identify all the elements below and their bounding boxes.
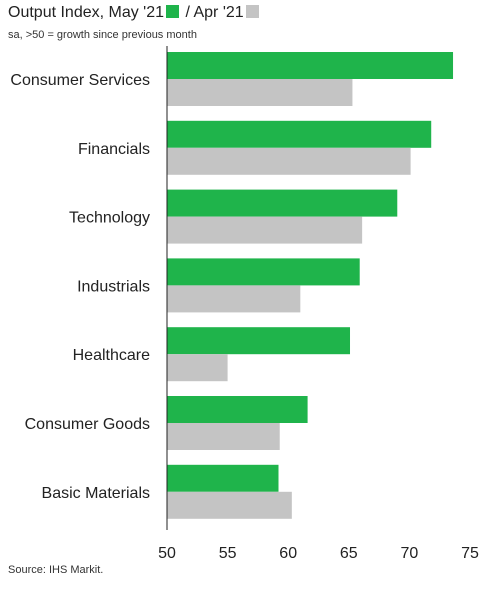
x-tick-label: 60: [279, 545, 297, 562]
chart-subtitle: sa, >50 = growth since previous month: [8, 29, 197, 41]
bar-apr-financials: [167, 147, 411, 175]
category-label: Technology: [69, 210, 150, 227]
bar-may-basic-materials: [167, 464, 279, 492]
x-tick-label: 55: [219, 545, 237, 562]
category-labels-group: Consumer Services Financials Technology Ind…: [10, 72, 150, 502]
title-may-label: Output Index, May '21: [8, 4, 165, 21]
category-label: Basic Materials: [42, 485, 150, 502]
legend-swatch-may: [166, 5, 180, 18]
category-label: Healthcare: [73, 347, 150, 364]
bar-apr-healthcare: [167, 354, 228, 382]
category-label: Financials: [78, 141, 150, 158]
bars-group: [167, 52, 454, 519]
x-tick-label: 50: [158, 545, 176, 562]
bar-may-technology: [167, 189, 398, 217]
category-label: Consumer Services: [10, 72, 150, 89]
title-apr-label: / Apr '21: [181, 4, 244, 21]
bar-apr-technology: [167, 216, 363, 244]
category-label: Industrials: [77, 278, 150, 295]
source-note: Source: IHS Markit.: [8, 564, 104, 576]
x-tick-label: 70: [401, 545, 419, 562]
bar-may-healthcare: [167, 327, 351, 355]
bar-may-consumer-services: [167, 52, 454, 79]
legend-swatch-apr: [245, 5, 259, 18]
bar-may-financials: [167, 120, 432, 148]
bar-apr-consumer-goods: [167, 423, 280, 450]
category-label: Consumer Goods: [25, 416, 150, 433]
bar-may-consumer-goods: [167, 396, 308, 423]
bar-apr-basic-materials: [167, 491, 292, 519]
x-tick-label: 65: [340, 545, 358, 562]
x-tick-label: 75: [461, 545, 479, 562]
x-tick-labels-group: 50 55 60 65 70 75: [158, 545, 479, 562]
bar-apr-industrials: [167, 285, 301, 313]
bar-apr-consumer-services: [167, 79, 353, 106]
chart-title: Output Index, May '21 / Apr '21: [8, 4, 261, 22]
bar-may-industrials: [167, 258, 360, 286]
